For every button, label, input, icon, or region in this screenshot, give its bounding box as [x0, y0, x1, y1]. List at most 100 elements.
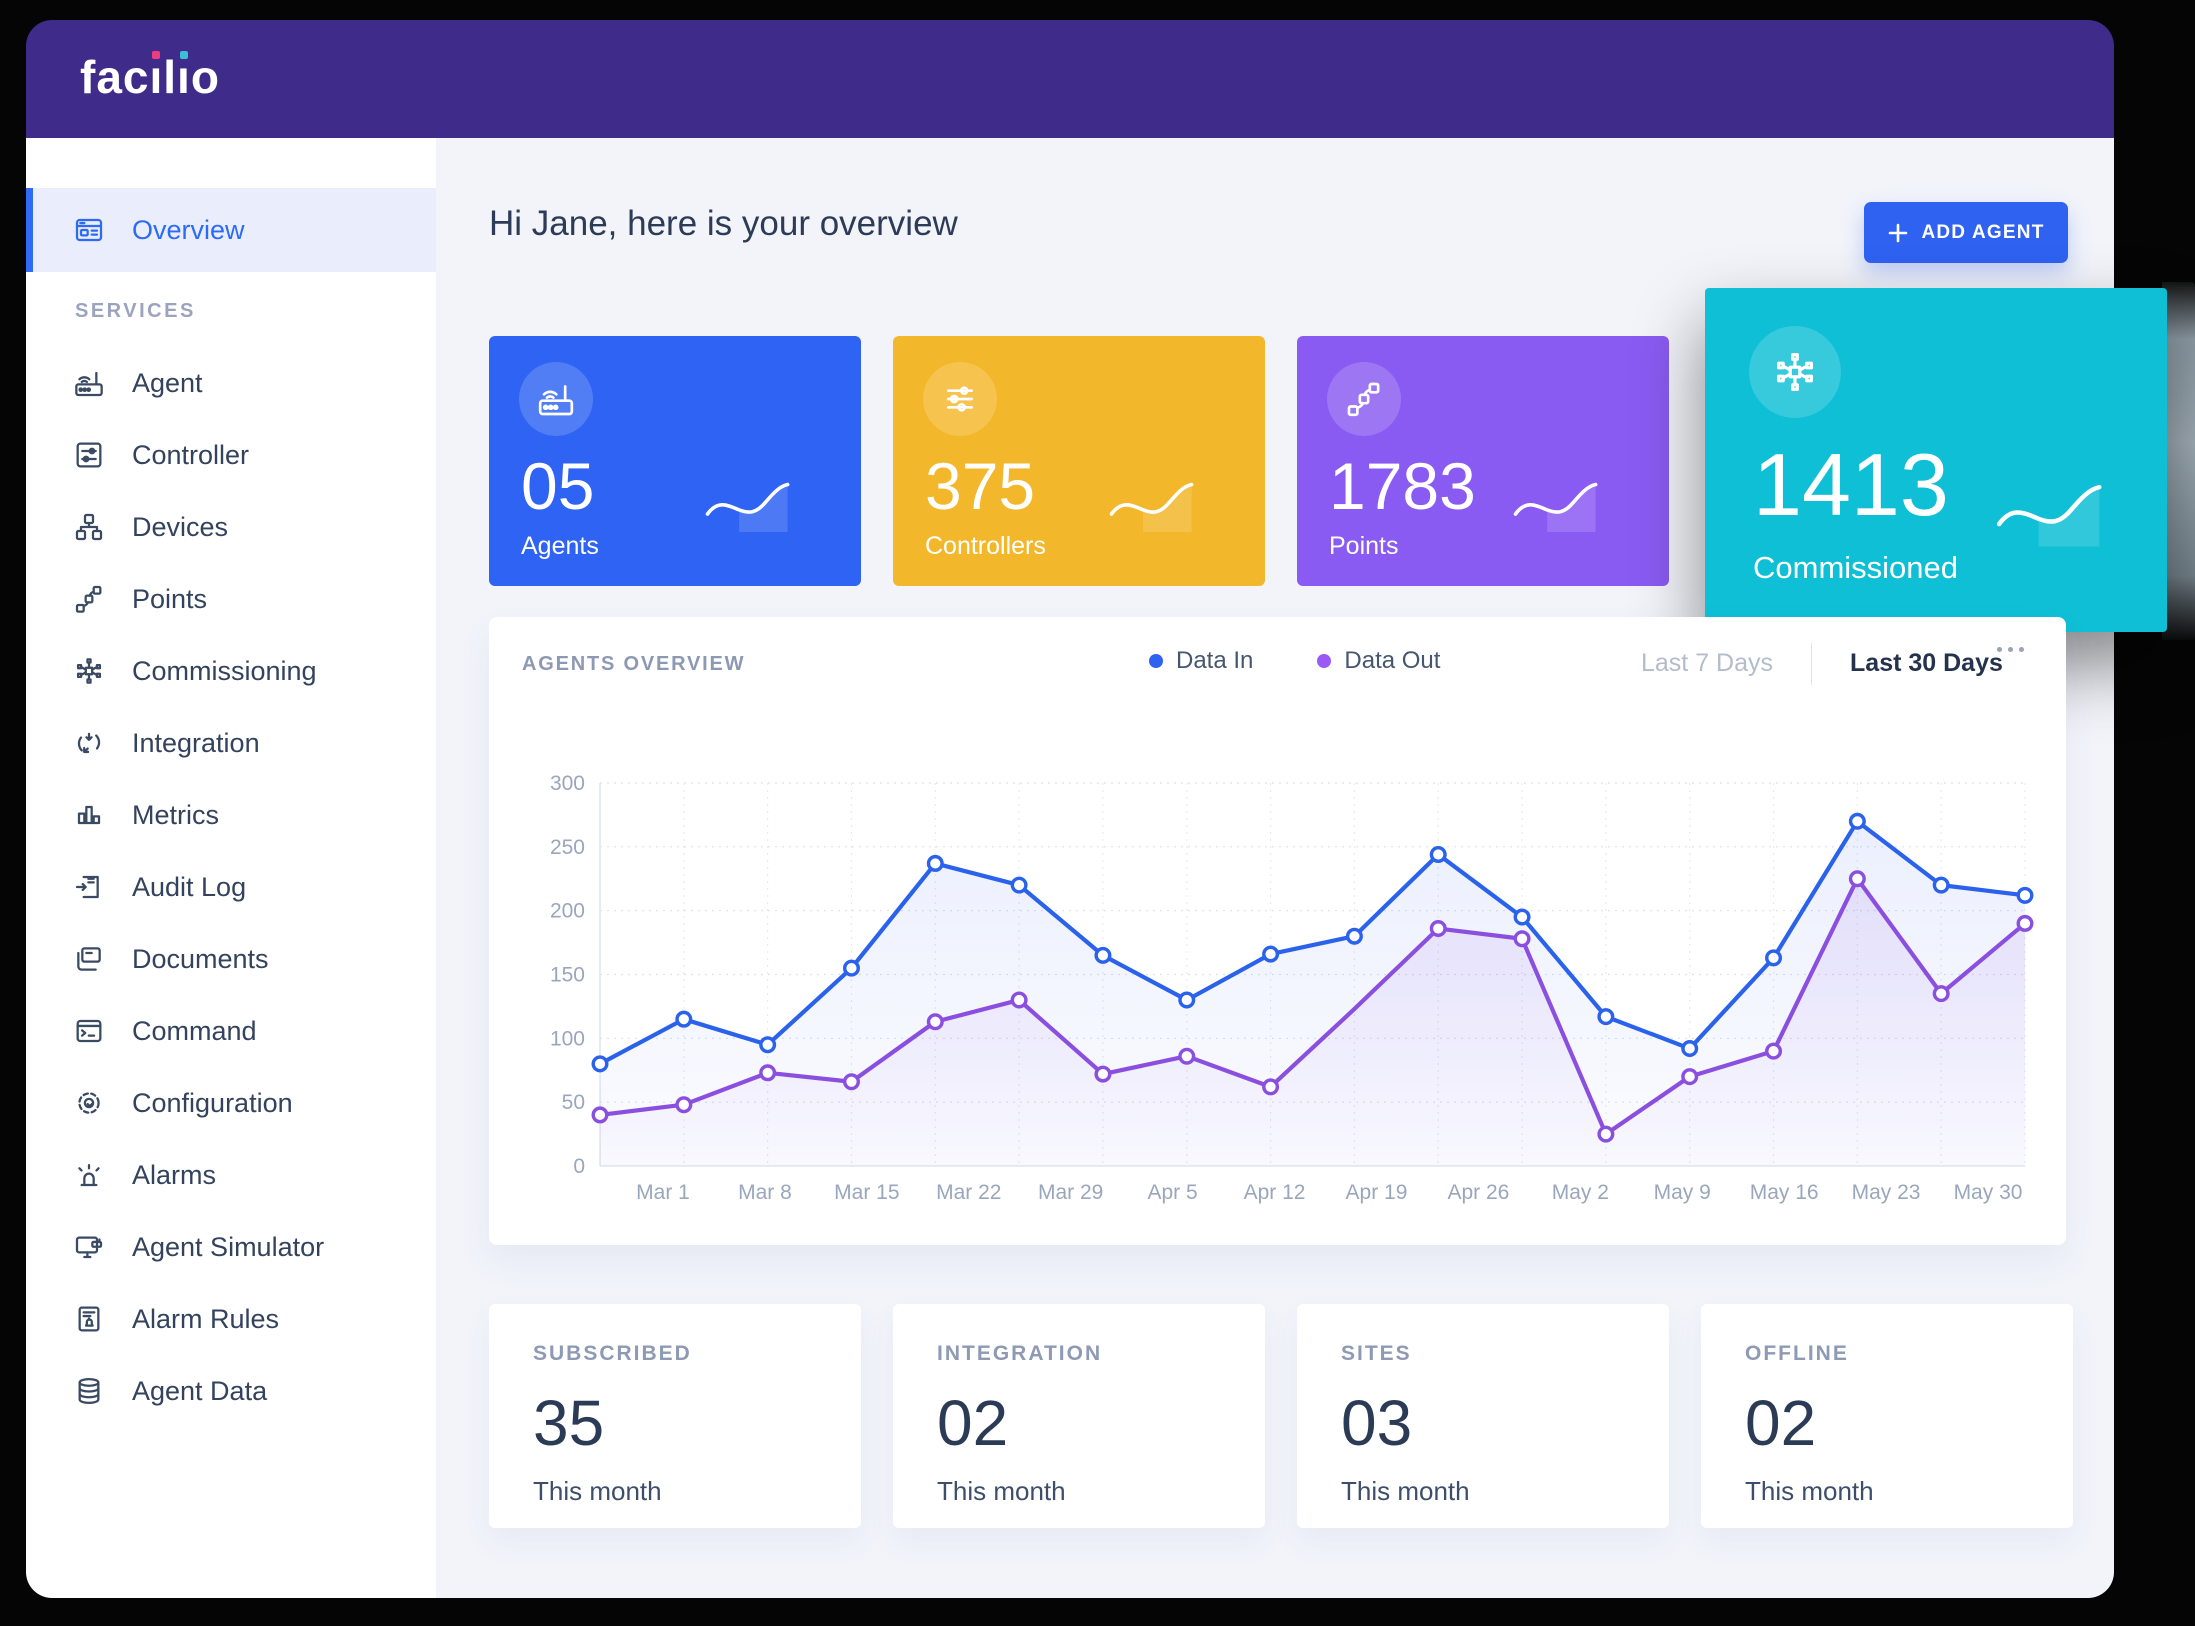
- page-title: Hi Jane, here is your overview: [489, 204, 958, 243]
- stat-label: Commissioned: [1753, 550, 1959, 585]
- legend-dot-blue: [1149, 654, 1163, 668]
- svg-text:50: 50: [562, 1091, 585, 1114]
- svg-text:May 16: May 16: [1750, 1181, 1819, 1204]
- sidebar-item-agent-data[interactable]: Agent Data: [26, 1355, 436, 1427]
- summary-value: 35: [533, 1387, 605, 1459]
- summary-label: OFFLINE: [1745, 1342, 1849, 1365]
- terminal-icon: [76, 1019, 102, 1043]
- sidebar-item-controller[interactable]: Controller: [26, 419, 436, 491]
- sidebar-item-configuration[interactable]: Configuration: [26, 1067, 436, 1139]
- sidebar-item-commissioning[interactable]: Commissioning: [26, 635, 436, 707]
- summary-card-integration[interactable]: INTEGRATION 02 This month: [893, 1304, 1265, 1528]
- summary-label: SITES: [1341, 1342, 1412, 1365]
- range-tabs: Last 7 Days Last 30 Days: [1617, 641, 2027, 686]
- sidebar-item-overview[interactable]: Overview: [26, 188, 436, 272]
- tab-last-30-days[interactable]: Last 30 Days: [1850, 649, 2003, 677]
- sidebar-item-documents[interactable]: Documents: [26, 923, 436, 995]
- sidebar-item-points[interactable]: Points: [26, 563, 436, 635]
- summary-sub: This month: [533, 1476, 662, 1506]
- sidebar-item-label: Documents: [132, 943, 269, 974]
- sidebar-item-label: Overview: [132, 214, 245, 245]
- svg-text:Mar 8: Mar 8: [738, 1181, 792, 1204]
- facilio-logo: facılıo: [80, 51, 220, 103]
- logo-dot-pink: ı: [149, 51, 164, 103]
- svg-text:200: 200: [550, 900, 585, 923]
- stat-card-agents[interactable]: 05 Agents: [489, 336, 861, 586]
- sidebar-item-label: Command: [132, 1015, 257, 1046]
- summary-card-offline[interactable]: OFFLINE 02 This month: [1701, 1304, 2073, 1528]
- legend-data-in: Data In: [1149, 647, 1253, 675]
- legend-dot-purple: [1317, 654, 1332, 668]
- sidebar-item-label: Configuration: [132, 1087, 293, 1118]
- sidebar-item-label: Points: [132, 583, 208, 614]
- sidebar-item-label: Agent Simulator: [132, 1231, 325, 1262]
- chart-legend: Data In Data Out: [1149, 647, 1440, 675]
- stat-card-points[interactable]: 1783 Points: [1297, 336, 1669, 586]
- sidebar-item-audit-log[interactable]: Audit Log: [26, 851, 436, 923]
- siren-icon: [78, 1164, 100, 1187]
- logo-text: fac: [80, 51, 150, 103]
- svg-text:0: 0: [573, 1155, 585, 1178]
- router-icon: [519, 362, 593, 436]
- summary-card-subscribed[interactable]: SUBSCRIBED 35 This month: [489, 1304, 861, 1528]
- main-content: Hi Jane, here is your overview ADD AGENT…: [436, 138, 2167, 1598]
- svg-text:May 30: May 30: [1954, 1181, 2023, 1204]
- app-header: facılıo: [26, 20, 2114, 138]
- svg-text:May 2: May 2: [1552, 1181, 1609, 1204]
- hub-icon: [76, 658, 102, 684]
- sidebar-item-devices[interactable]: Devices: [26, 491, 436, 563]
- summary-label: INTEGRATION: [937, 1342, 1103, 1365]
- devices-icon: [75, 513, 103, 541]
- stat-label: Controllers: [925, 532, 1046, 560]
- controller-icon: [76, 442, 102, 468]
- chart-menu-ellipsis-icon[interactable]: [1989, 639, 2032, 660]
- overview-icon: [75, 218, 103, 242]
- svg-text:Mar 1: Mar 1: [636, 1181, 690, 1204]
- summary-card-sites[interactable]: SITES 03 This month: [1297, 1304, 1669, 1528]
- sidebar-item-label: Controller: [132, 439, 250, 470]
- add-agent-button[interactable]: ADD AGENT: [1864, 202, 2068, 263]
- sparkline: [1513, 482, 1598, 532]
- sidebar-item-command[interactable]: Command: [26, 995, 436, 1067]
- sliders-icon: [923, 362, 997, 436]
- points-icon: [75, 585, 102, 613]
- agents-overview-chart: 0 50 100 150 200 250 300 Mar 1 Mar 8 Mar 15 Mar 22…: [550, 772, 2034, 1204]
- sparkline: [1996, 484, 2102, 547]
- sync-icon: [77, 732, 101, 754]
- svg-text:May 23: May 23: [1852, 1181, 1921, 1204]
- legend-data-out: Data Out: [1317, 647, 1440, 675]
- sidebar-item-agent-simulator[interactable]: Agent Simulator: [26, 1211, 436, 1283]
- svg-text:300: 300: [550, 772, 585, 795]
- bar-chart-icon: [77, 805, 101, 825]
- svg-text:100: 100: [550, 1027, 585, 1050]
- sidebar-item-alarms[interactable]: Alarms: [26, 1139, 436, 1211]
- sidebar-item-agent[interactable]: Agent: [26, 347, 436, 419]
- gear-icon: [78, 1092, 100, 1114]
- database-icon: [78, 1377, 100, 1404]
- svg-text:Apr 19: Apr 19: [1346, 1181, 1408, 1204]
- sidebar-item-alarm-rules[interactable]: Alarm Rules: [26, 1283, 436, 1355]
- stat-value: 05: [521, 449, 595, 523]
- sidebar-item-metrics[interactable]: Metrics: [26, 779, 436, 851]
- svg-text:250: 250: [550, 836, 585, 859]
- svg-text:Apr 12: Apr 12: [1244, 1181, 1306, 1204]
- summary-value: 02: [937, 1387, 1009, 1459]
- agents-overview-card: AGENTS OVERVIEW Data In Data Out Last 7 …: [489, 617, 2066, 1245]
- app-window: facılıo Overview SERVICES Agent: [26, 20, 2167, 1598]
- sidebar-item-label: Alarm Rules: [132, 1303, 280, 1334]
- documents-icon: [77, 947, 101, 971]
- summary-sub: This month: [937, 1476, 1066, 1506]
- tab-last-7-days[interactable]: Last 7 Days: [1641, 649, 1774, 677]
- stat-card-commissioned[interactable]: 1413 Commissioned: [1705, 288, 2167, 632]
- sparkline: [705, 482, 790, 532]
- chart-title: AGENTS OVERVIEW: [522, 653, 746, 675]
- stat-label: Points: [1329, 532, 1399, 560]
- hub-icon: [1749, 326, 1841, 418]
- svg-text:Mar 29: Mar 29: [1038, 1181, 1103, 1204]
- stat-card-controllers[interactable]: 375 Controllers: [893, 336, 1265, 586]
- sidebar-item-label: Alarms: [132, 1159, 217, 1190]
- svg-text:Apr 5: Apr 5: [1148, 1181, 1198, 1204]
- summary-sub: This month: [1341, 1476, 1470, 1506]
- sidebar-item-integration[interactable]: Integration: [26, 707, 436, 779]
